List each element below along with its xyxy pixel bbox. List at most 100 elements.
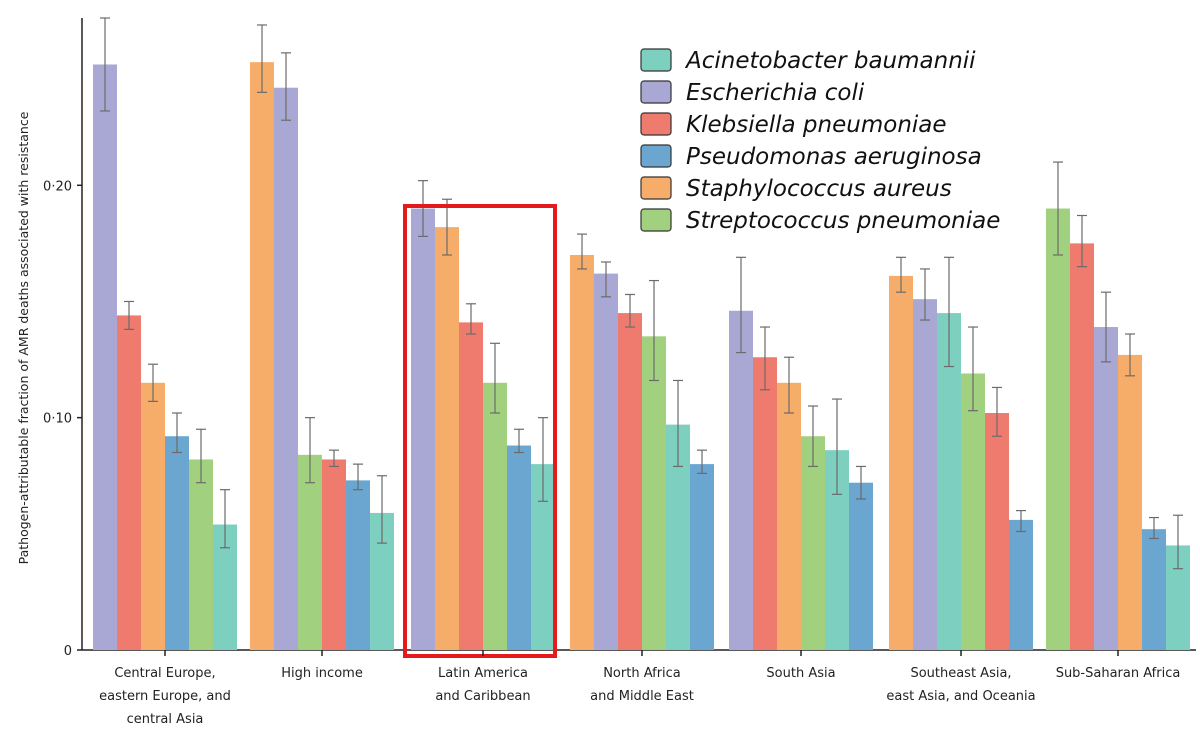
error-bar <box>968 326 978 412</box>
legend-swatch-staphylococcus-aureus <box>640 176 672 200</box>
legend-label: Streptococcus pneumoniae <box>686 208 1000 234</box>
category-label: Central Europe, eastern Europe, and centra… <box>99 666 231 727</box>
category-group <box>570 233 714 650</box>
bar-klebsiella-pneumoniae <box>117 315 141 650</box>
bar-pseudomonas-aeruginosa <box>1009 519 1033 650</box>
error-bar <box>1173 514 1183 570</box>
bar-pseudomonas-aeruginosa <box>1142 529 1166 650</box>
error-bar <box>353 463 363 491</box>
bar-klebsiella-pneumoniae <box>1070 243 1094 650</box>
error-bar <box>856 465 866 500</box>
error-bar <box>490 342 500 414</box>
bar-streptococcus-pneumoniae <box>642 336 666 650</box>
error-bar <box>329 449 339 468</box>
error-bar <box>466 303 476 335</box>
error-bar <box>784 356 794 414</box>
category-label: Latin America and Caribbean <box>435 666 530 704</box>
bar-pseudomonas-aeruginosa <box>849 482 873 650</box>
error-bar <box>577 233 587 270</box>
error-bar <box>514 428 524 454</box>
category-group <box>1046 161 1190 650</box>
error-bar <box>808 405 818 468</box>
bar-pseudomonas-aeruginosa <box>165 436 189 650</box>
category-label: Southeast Asia, east Asia, and Oceania <box>886 666 1035 704</box>
error-bar <box>649 279 659 382</box>
bar-escherichia-coli <box>411 208 435 650</box>
y-tick-label: 0·20 <box>43 179 72 194</box>
error-bar <box>832 398 842 495</box>
error-bar <box>305 417 315 484</box>
bar-streptococcus-pneumoniae <box>1046 208 1070 650</box>
legend-label: Klebsiella pneumoniae <box>686 112 947 138</box>
bar-escherichia-coli <box>93 64 117 651</box>
y-axis-ticks: 0 0·10 0·20 <box>43 179 82 659</box>
error-bar <box>1125 333 1135 377</box>
bar-streptococcus-pneumoniae <box>189 459 213 650</box>
bar-pseudomonas-aeruginosa <box>507 445 531 650</box>
bar-klebsiella-pneumoniae <box>459 322 483 650</box>
error-bar <box>148 363 158 402</box>
error-bar <box>257 24 267 93</box>
bar-escherichia-coli <box>913 299 937 650</box>
legend-swatch-acinetobacter-baumannii <box>640 48 672 72</box>
bar-klebsiella-pneumoniae <box>753 357 777 650</box>
error-bar <box>220 489 230 549</box>
error-bar <box>736 256 746 354</box>
bar-klebsiella-pneumoniae <box>322 459 346 650</box>
error-bar <box>944 256 954 368</box>
error-bar <box>442 198 452 256</box>
highlight-box <box>403 204 557 658</box>
error-bar <box>896 256 906 293</box>
legend-swatch-klebsiella-pneumoniae <box>640 112 672 136</box>
error-bar <box>1077 214 1087 268</box>
category-label: South Asia <box>766 666 835 681</box>
bar-pseudomonas-aeruginosa <box>690 464 714 650</box>
error-bar <box>601 261 611 298</box>
bar-escherichia-coli <box>274 87 298 651</box>
legend: Acinetobacter baumannii Escherichia coli K… <box>640 48 1000 234</box>
legend-swatch-pseudomonas-aeruginosa <box>640 144 672 168</box>
bar-pseudomonas-aeruginosa <box>346 480 370 650</box>
error-bar <box>100 17 110 112</box>
legend-label: Acinetobacter baumannii <box>684 48 976 74</box>
legend-label: Escherichia coli <box>686 80 865 106</box>
bar-escherichia-coli <box>1094 327 1118 650</box>
legend-label: Staphylococcus aureus <box>686 176 952 202</box>
category-group <box>93 17 237 651</box>
category-group <box>889 256 1033 650</box>
error-bar <box>992 386 1002 437</box>
bar-staphylococcus-aureus <box>141 382 165 650</box>
bar-escherichia-coli <box>594 273 618 650</box>
error-bar <box>1101 291 1111 363</box>
bar-klebsiella-pneumoniae <box>618 313 642 650</box>
legend-label: Pseudomonas aeruginosa <box>686 144 982 170</box>
category-group <box>250 24 394 651</box>
error-bar <box>538 417 548 502</box>
bar-streptococcus-pneumoniae <box>801 436 825 650</box>
bar-staphylococcus-aureus <box>250 62 274 651</box>
bar-escherichia-coli <box>729 310 753 650</box>
error-bar <box>172 412 182 454</box>
y-tick-label: 0·10 <box>43 412 72 427</box>
legend-swatch-streptococcus-pneumoniae <box>640 208 672 232</box>
plot-area <box>81 17 1196 658</box>
error-bar <box>377 475 387 544</box>
error-bar <box>196 428 206 484</box>
bar-streptococcus-pneumoniae <box>961 373 985 650</box>
bar-staphylococcus-aureus <box>777 382 801 650</box>
bar-staphylococcus-aureus <box>570 255 594 650</box>
legend-swatch-escherichia-coli <box>640 80 672 104</box>
category-label: North Africa and Middle East <box>590 666 694 704</box>
category-labels: Central Europe, eastern Europe, and centra… <box>99 650 1180 727</box>
category-group <box>411 180 555 650</box>
bar-streptococcus-pneumoniae <box>483 382 507 650</box>
error-bar <box>418 180 428 238</box>
error-bar <box>625 293 635 328</box>
error-bar <box>281 52 291 121</box>
y-tick-label: 0 <box>64 644 72 659</box>
category-label: Sub-Saharan Africa <box>1056 666 1181 681</box>
bar-staphylococcus-aureus <box>435 227 459 650</box>
bar-klebsiella-pneumoniae <box>985 413 1009 650</box>
error-bar <box>1053 161 1063 256</box>
bar-staphylococcus-aureus <box>889 275 913 650</box>
